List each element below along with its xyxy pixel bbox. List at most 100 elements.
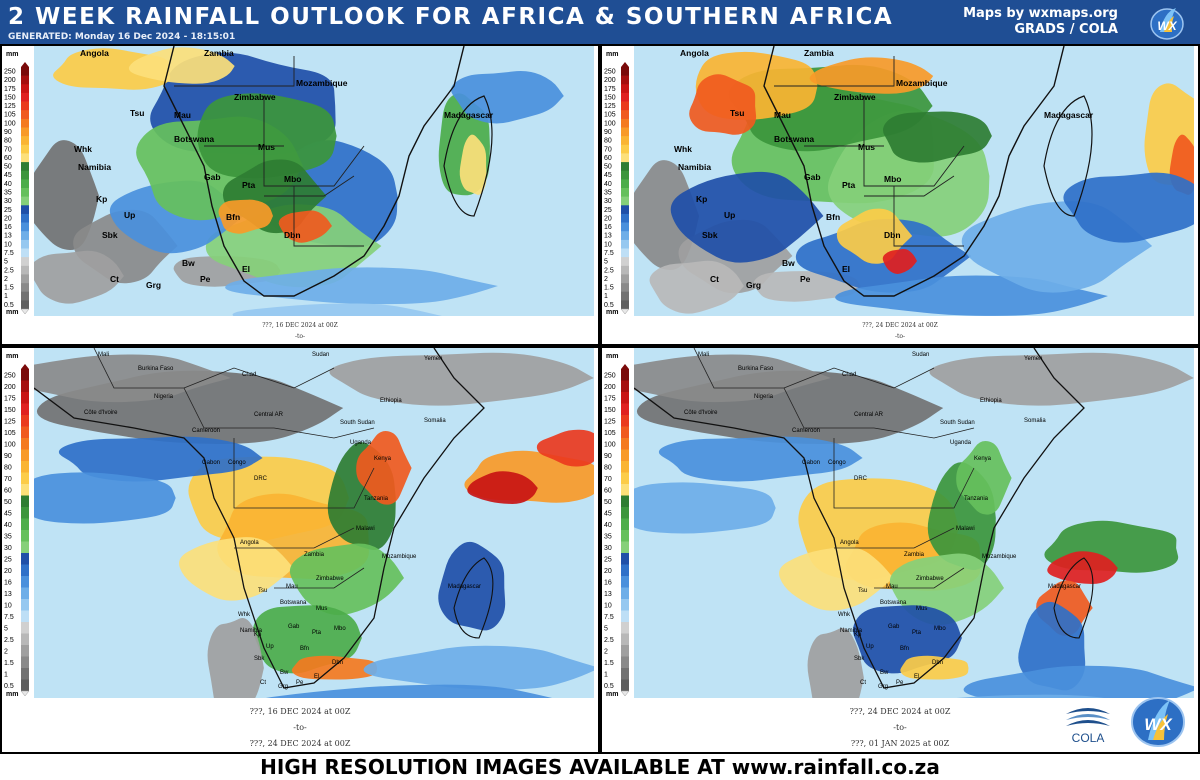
colorbar-swatch — [621, 668, 629, 680]
place-label: Gabon — [202, 460, 220, 466]
place-label: Mau — [286, 584, 298, 590]
place-label: Botswana — [280, 600, 307, 606]
place-label: Gab — [804, 172, 821, 182]
place-label: Central AR — [854, 412, 884, 418]
place-label: Whk — [838, 612, 851, 618]
country-border — [93, 348, 375, 589]
colorbar-swatch — [621, 222, 629, 232]
colorbar-swatch — [21, 196, 29, 206]
colorbar-swatch — [621, 530, 629, 542]
colorbar-swatch — [21, 610, 29, 623]
colorbar-swatch — [21, 222, 29, 232]
colorbar-tick-label: 10 — [4, 241, 12, 248]
place-label: Chad — [242, 372, 256, 378]
footer-banner: HIGH RESOLUTION IMAGES AVAILABLE AT www.… — [0, 754, 1200, 780]
colorbar-swatch — [21, 449, 29, 462]
rainfall-region — [363, 645, 594, 690]
colorbar-tick-label: 16 — [4, 224, 12, 231]
colorbar-swatch — [621, 438, 629, 450]
colorbar-swatch — [621, 239, 629, 249]
colorbar-tick-label: 25 — [4, 557, 12, 564]
place-label: Cameroon — [792, 428, 820, 434]
colorbar-swatch — [621, 265, 629, 275]
rainfall-region — [836, 208, 913, 264]
place-label: Namibia — [678, 162, 711, 172]
colorbar-tick-label: 200 — [4, 384, 16, 391]
place-label: Yemen — [1024, 356, 1042, 362]
colorbar-swatch — [21, 205, 29, 215]
colorbar-swatch — [621, 283, 629, 293]
caption-line: ???, 24 DEC 2024 at 00Z — [2, 342, 598, 344]
place-label: El — [914, 674, 919, 680]
colorbar-tick-label: 35 — [604, 534, 612, 541]
colorbar-tick-label: 45 — [604, 511, 612, 518]
colorbar-swatch — [21, 239, 29, 249]
place-label: Bw — [280, 670, 289, 676]
colorbar-tick-label: 13 — [4, 591, 12, 598]
colorbar-swatch — [621, 587, 629, 600]
colorbar-swatch — [21, 170, 29, 180]
colorbar-swatch — [621, 205, 629, 215]
rainfall-region — [329, 352, 594, 406]
colorbar-tick-label: 150 — [4, 407, 16, 414]
place-label: Sbk — [102, 230, 118, 240]
colorbar-tick-label: 100 — [604, 442, 616, 449]
place-label: Angola — [840, 540, 859, 546]
place-label: Ethiopia — [380, 398, 402, 404]
rainfall-region — [451, 70, 564, 124]
colorbar-tick-label: 250 — [604, 69, 616, 76]
colorbar-swatch — [621, 679, 629, 692]
place-label: Grg — [878, 684, 888, 690]
svg-text:WX: WX — [1157, 19, 1177, 33]
place-label: Tsu — [130, 108, 144, 118]
rainfall-region — [207, 618, 264, 698]
colorbar-swatch — [21, 599, 29, 611]
colorbar-swatch — [621, 656, 629, 669]
header-credits: Maps by wxmaps.org GRADS / COLA — [963, 6, 1118, 38]
cola-logo-text: COLA — [1072, 731, 1105, 745]
colorbar-tick-label: 30 — [4, 545, 12, 552]
colorbar-swatch — [21, 438, 29, 450]
place-label: Sbk — [254, 656, 265, 662]
colorbar-tick-label: 150 — [604, 94, 616, 101]
colorbar-unit-bottom: mm — [6, 309, 18, 316]
colorbar-tick-label: 1 — [604, 293, 608, 300]
colorbar-swatch — [21, 300, 29, 310]
caption-line: ???, 24 DEC 2024 at 00Z — [249, 739, 351, 748]
colorbar-tick-label: 70 — [604, 476, 612, 483]
colorbar-tick-label: 250 — [4, 69, 16, 76]
colorbar-tick-label: 30 — [604, 198, 612, 205]
place-label: Nigeria — [754, 394, 774, 400]
wx-logo-icon: WX — [1150, 8, 1184, 40]
coastline — [163, 46, 465, 297]
place-label: DRC — [254, 476, 268, 482]
place-label: Ct — [110, 274, 119, 284]
colorbar-swatch — [621, 274, 629, 284]
place-label: Mus — [858, 142, 875, 152]
colorbar-swatch — [621, 495, 629, 508]
colorbar-swatch — [621, 153, 629, 163]
colorbar-swatch — [621, 461, 629, 473]
colorbar-swatch — [21, 553, 29, 565]
place-label: South Sudan — [940, 420, 975, 426]
colorbar-arrow-bottom — [20, 690, 30, 697]
colorbar-tick-label: 30 — [604, 545, 612, 552]
source-credit: GRADS / COLA — [1014, 22, 1118, 37]
country-border — [693, 348, 975, 589]
colorbar-tick-label: 13 — [4, 233, 12, 240]
place-label: Zambia — [804, 48, 834, 58]
colorbar-tick-label: 125 — [4, 419, 16, 426]
colorbar-swatch — [21, 162, 29, 172]
colorbar-swatch — [21, 188, 29, 197]
colorbar-tick-label: 0.5 — [604, 683, 614, 690]
colorbar-arrow-top — [621, 364, 629, 369]
colorbar-tick-label: 7.5 — [4, 614, 14, 621]
place-label: Mbo — [284, 174, 301, 184]
colorbar-swatch — [21, 656, 29, 669]
rainfall-region — [963, 665, 1194, 698]
colorbar-swatch — [21, 426, 29, 439]
colorbar-unit-top: mm — [606, 51, 618, 58]
colorbar-tick-label: 200 — [4, 77, 16, 84]
place-label: Madagascar — [444, 110, 494, 120]
colorbar-swatch — [621, 75, 629, 85]
